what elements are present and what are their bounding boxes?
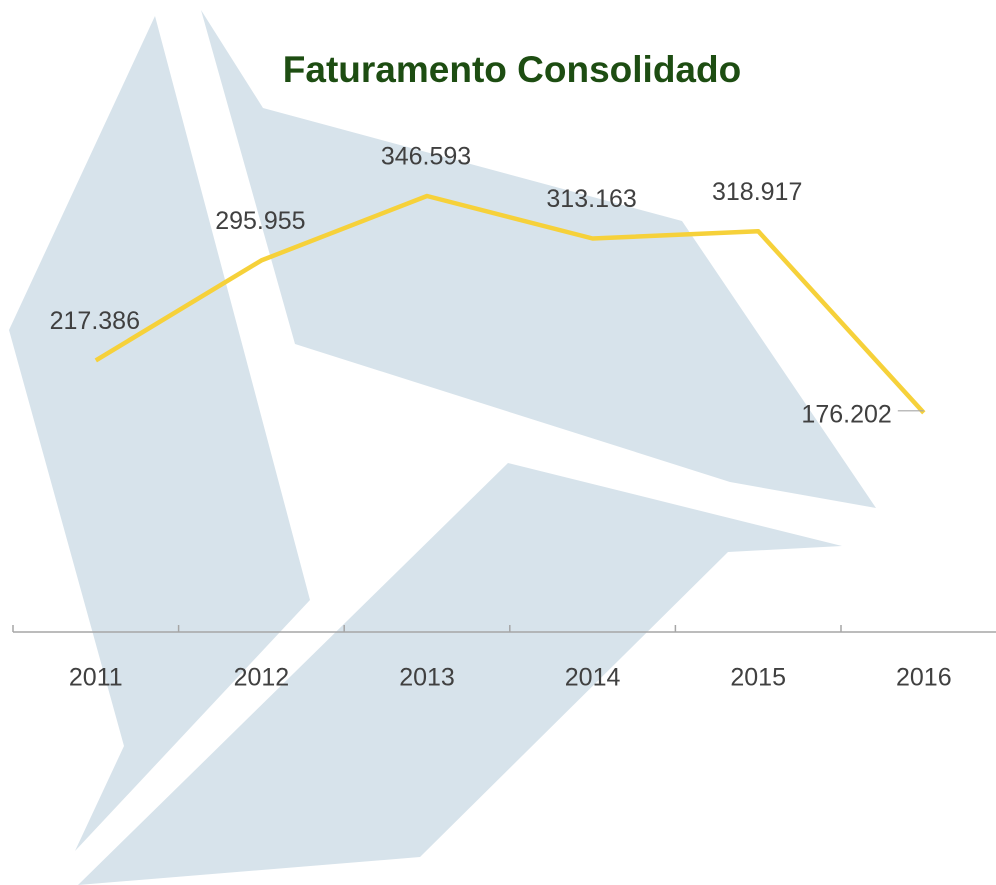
- data-label: 176.202: [801, 400, 891, 428]
- background-logo: [9, 10, 876, 885]
- data-label: 346.593: [381, 143, 471, 171]
- x-tick-label: 2011: [69, 664, 123, 692]
- x-tick-label: 2012: [234, 664, 290, 692]
- logo-shape: [9, 16, 310, 851]
- x-tick-label: 2015: [730, 664, 786, 692]
- data-line: [94, 193, 926, 415]
- logo-shape: [78, 463, 842, 885]
- x-tick-label: 2013: [399, 664, 455, 692]
- x-tick-label: 2014: [565, 664, 621, 692]
- data-label: 217.386: [50, 307, 140, 335]
- data-label: 295.955: [215, 207, 305, 235]
- data-label: 313.163: [546, 185, 636, 213]
- chart-title: Faturamento Consolidado: [283, 49, 741, 90]
- data-label: 318.917: [712, 178, 802, 206]
- x-tick-label: 2016: [896, 664, 952, 692]
- logo-shape: [201, 10, 876, 508]
